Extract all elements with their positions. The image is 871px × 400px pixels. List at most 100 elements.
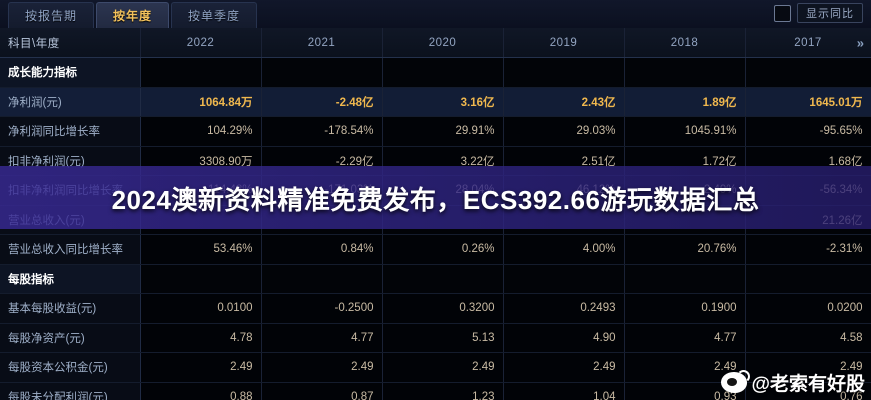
- cell-value: 2.49: [503, 352, 625, 383]
- header-row: 科目\年度 2022 2021 2020 2019 2018 2017 »: [0, 28, 871, 58]
- row-label: 每股净资产(元): [0, 323, 141, 353]
- cell-value: 4.78: [140, 323, 262, 353]
- cell-value: [624, 205, 746, 235]
- table-row[interactable]: 扣非净利润同比增长率 114.48% -171.03% 28.04% 46.12% 2.4…: [0, 175, 871, 206]
- cell-value: 20.76%: [624, 234, 746, 265]
- cell-value: 21.26亿: [745, 205, 871, 235]
- cell-value: [261, 57, 383, 88]
- cell-value: 2.51亿: [503, 146, 625, 176]
- weibo-icon: [721, 370, 751, 393]
- table-row[interactable]: 营业总收入同比增长率 53.46% 0.84% 0.26% 4.00% 20.76% -2.…: [0, 234, 871, 265]
- financial-grid[interactable]: 科目\年度 2022 2021 2020 2019 2018 2017 » 成长…: [0, 28, 871, 400]
- corner-header: 科目\年度: [0, 28, 141, 58]
- cell-value: -0.2500: [261, 293, 383, 324]
- table-row[interactable]: 每股净资产(元) 4.78 4.77 5.13 4.90 4.77 4.58: [0, 323, 871, 353]
- cell-value: 1.04: [503, 382, 625, 400]
- cell-value: 0.84%: [261, 234, 383, 265]
- column-header-2022[interactable]: 2022: [140, 28, 262, 58]
- row-label: 基本每股收益(元): [0, 293, 141, 324]
- cell-value: 29.03%: [503, 116, 625, 147]
- cell-value: -56.34%: [745, 175, 871, 206]
- chevron-right-icon[interactable]: »: [856, 35, 865, 50]
- cell-value: [261, 205, 383, 235]
- column-header-2020[interactable]: 2020: [382, 28, 504, 58]
- cell-value: 2.49: [382, 352, 504, 383]
- cell-value: 4.00%: [503, 234, 625, 265]
- cell-value: [382, 57, 504, 88]
- cell-value: 3.22亿: [382, 146, 504, 176]
- cell-value: -2.48亿: [261, 87, 383, 117]
- cell-value: 2.43亿: [503, 87, 625, 117]
- cell-value: 3308.90万: [140, 146, 262, 176]
- cell-value: 4.90: [503, 323, 625, 353]
- table-row[interactable]: 每股未分配利润(元) 0.88 0.87 1.23 1.04 0.93 0.76: [0, 382, 871, 400]
- column-header-2017[interactable]: 2017 »: [745, 28, 871, 58]
- cell-value: 2.49: [140, 352, 262, 383]
- cell-value: 4.58: [745, 323, 871, 353]
- weibo-watermark: @老索有好股: [721, 369, 865, 396]
- cell-value: [382, 205, 504, 235]
- cell-value: 1064.84万: [140, 87, 262, 117]
- cell-value: 1.89亿: [624, 87, 746, 117]
- cell-value: [261, 264, 383, 294]
- table-row[interactable]: 成长能力指标: [0, 57, 871, 88]
- show-yoy-checkbox[interactable]: [774, 4, 791, 22]
- cell-value: 0.3200: [382, 293, 504, 324]
- column-header-2019[interactable]: 2019: [503, 28, 625, 58]
- row-label: 扣非净利润(元): [0, 146, 141, 176]
- cell-value: [745, 264, 871, 294]
- cell-value: 4.77: [261, 323, 383, 353]
- table-row[interactable]: 每股资本公积金(元) 2.49 2.49 2.49 2.49 2.49 2.49: [0, 352, 871, 383]
- row-label: 每股资本公积金(元): [0, 352, 141, 383]
- cell-value: -95.65%: [745, 116, 871, 147]
- cell-value: 0.2493: [503, 293, 625, 324]
- cell-value: [624, 264, 746, 294]
- row-label: 净利润(元): [0, 87, 141, 117]
- cell-value: 104.29%: [140, 116, 262, 147]
- cell-value: [503, 205, 625, 235]
- cell-value: 0.93: [624, 382, 746, 400]
- cell-value: 28.04%: [382, 175, 504, 206]
- cell-value: 1645.01万: [745, 87, 871, 117]
- cell-value: -178.54%: [261, 116, 383, 147]
- row-label: 营业总收入(元): [0, 205, 141, 235]
- cell-value: 1.72亿: [624, 146, 746, 176]
- table-row[interactable]: 每股指标: [0, 264, 871, 294]
- row-label: 每股指标: [0, 264, 141, 294]
- cell-value: 0.0100: [140, 293, 262, 324]
- cell-value: 3.16亿: [382, 87, 504, 117]
- row-label: 净利润同比增长率: [0, 116, 141, 147]
- column-header-2018[interactable]: 2018: [624, 28, 746, 58]
- cell-value: 0.26%: [382, 234, 504, 265]
- cell-value: 5.13: [382, 323, 504, 353]
- cell-value: [503, 264, 625, 294]
- table-row[interactable]: 营业总收入(元) 21.26亿: [0, 205, 871, 235]
- table-row[interactable]: 净利润(元) 1064.84万 -2.48亿 3.16亿 2.43亿 1.89亿 1645.…: [0, 87, 871, 117]
- cell-value: -2.31%: [745, 234, 871, 265]
- cell-value: 114.48%: [140, 175, 262, 206]
- cell-value: 2.49: [261, 352, 383, 383]
- tab-by-quarter[interactable]: 按单季度: [171, 2, 258, 28]
- column-header-2021[interactable]: 2021: [261, 28, 383, 58]
- table-row[interactable]: 基本每股收益(元) 0.0100 -0.2500 0.3200 0.2493 0.1900…: [0, 293, 871, 324]
- table-row[interactable]: 净利润同比增长率 104.29% -178.54% 29.91% 29.03% 1045.…: [0, 116, 871, 147]
- cell-value: 2.49%: [624, 175, 746, 206]
- table-body: 成长能力指标 净利润(元) 1064.84万 -2.48亿 3.16亿 2.43亿 1.89…: [0, 57, 871, 400]
- column-header-2017-label: 2017: [794, 36, 822, 49]
- cell-value: -2.29亿: [261, 146, 383, 176]
- cell-value: 0.0200: [745, 293, 871, 324]
- cell-value: [140, 57, 262, 88]
- tab-by-report-period[interactable]: 按报告期: [8, 2, 95, 28]
- cell-value: 0.88: [140, 382, 262, 400]
- tab-by-year[interactable]: 按年度: [96, 2, 170, 28]
- show-yoy-label[interactable]: 显示同比: [797, 3, 863, 23]
- cell-value: 1045.91%: [624, 116, 746, 147]
- cell-value: 1.68亿: [745, 146, 871, 176]
- show-yoy-control[interactable]: 显示同比: [774, 3, 863, 23]
- cell-value: 4.77: [624, 323, 746, 353]
- cell-value: 0.87: [261, 382, 383, 400]
- cell-value: [503, 57, 625, 88]
- cell-value: -171.03%: [261, 175, 383, 206]
- table-row[interactable]: 扣非净利润(元) 3308.90万 -2.29亿 3.22亿 2.51亿 1.72亿 1.6…: [0, 146, 871, 176]
